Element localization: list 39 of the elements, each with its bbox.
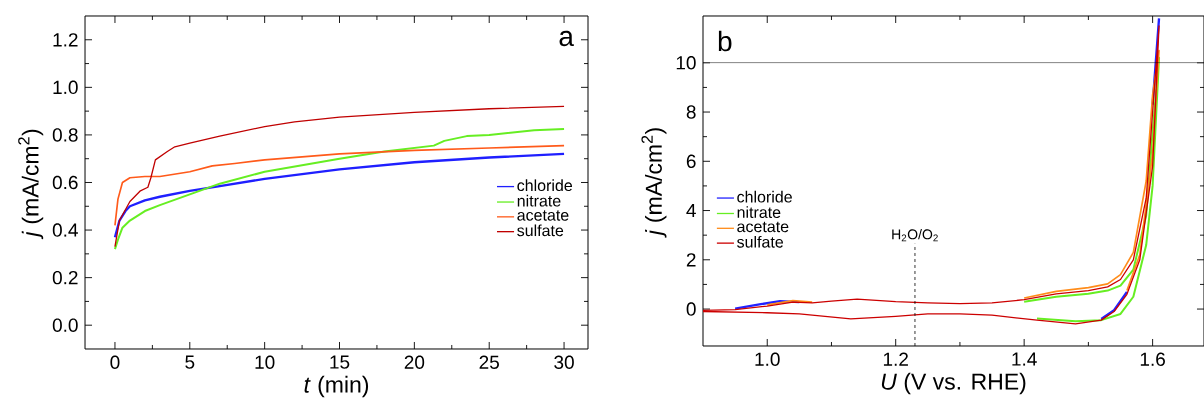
legend-label: nitrate: [517, 194, 561, 207]
x-axis-title: U (V vs. RHE): [881, 372, 1026, 395]
x-axis-title: t (min): [304, 375, 369, 398]
y-tick-label: 1.0: [53, 80, 78, 95]
y-tick-label: 0.2: [52, 270, 78, 285]
legend-label: chloride: [517, 179, 573, 192]
y-tick-label: 8: [686, 105, 696, 119]
legend-label: acetate: [517, 210, 569, 221]
y-tick-label: 4: [686, 204, 696, 218]
x-tick-label: 10: [255, 355, 275, 369]
y-tick-label: 0.8: [52, 128, 78, 142]
y-tick-label: 0.0: [52, 318, 78, 332]
y-axis-title: j (mA/cm$^{2}$): [641, 128, 667, 238]
y-tick-label: 0.6: [52, 175, 78, 190]
annotation: b: [718, 30, 732, 52]
legend-label: nitrate: [737, 206, 781, 219]
y-tick-label: 0.4: [52, 223, 78, 237]
y-tick-label: 0: [686, 302, 696, 316]
x-tick-label: 20: [404, 355, 425, 369]
x-tick-label: 1.0: [755, 352, 780, 366]
y-tick-label: 2: [686, 253, 696, 267]
x-tick-label: 5: [185, 355, 195, 369]
annotation: a: [559, 30, 574, 47]
y-tick-label: 6: [686, 154, 696, 169]
legend-label: chloride: [737, 190, 792, 203]
x-tick-label: 30: [554, 355, 574, 369]
x-tick-label: 1.2: [883, 352, 908, 366]
legend-label: sulfate: [517, 224, 564, 237]
ref-line-label: H$_{2}$O/O$_{2}$: [892, 228, 938, 242]
y-tick-label: 1.2: [53, 33, 78, 47]
x-tick-label: 1.6: [1140, 352, 1165, 366]
y-axis-title: j (mA/cm$^{2}$): [18, 129, 44, 240]
y-tick-label: 10: [676, 56, 696, 70]
legend-label: acetate: [737, 221, 789, 233]
x-tick-label: 1.4: [1012, 352, 1037, 366]
legend-label: sulfate: [737, 235, 784, 248]
x-tick-label: 15: [330, 355, 350, 369]
x-tick-label: 0: [110, 355, 120, 369]
x-tick-label: 25: [479, 355, 499, 369]
